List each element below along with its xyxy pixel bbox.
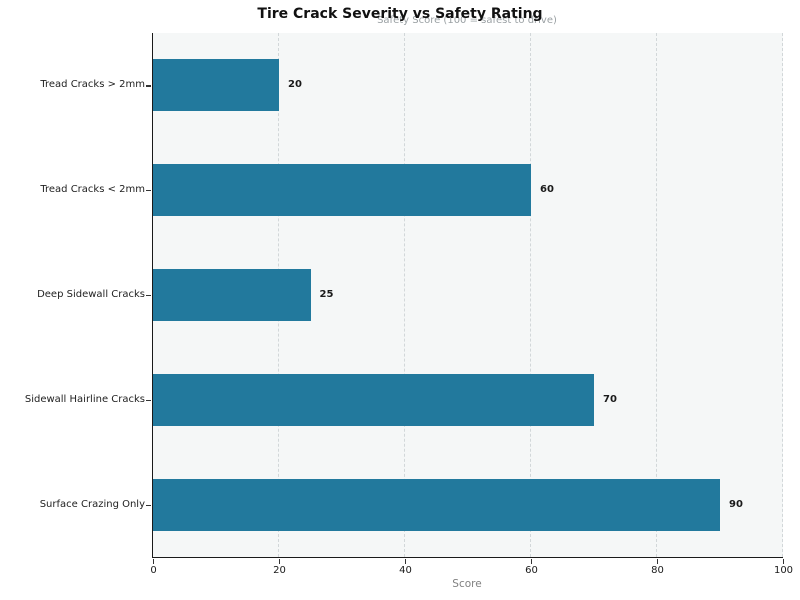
x-axis-title: Score xyxy=(452,578,482,590)
y-tick-label: Tread Cracks > 2mm xyxy=(40,79,145,91)
x-tick-mark xyxy=(278,559,281,564)
x-tick-label: 100 xyxy=(773,565,794,576)
bar-5 xyxy=(153,478,720,531)
x-tick-label: 80 xyxy=(651,565,664,576)
bar-1 xyxy=(153,59,279,112)
bar-value-label: 70 xyxy=(603,393,617,405)
bar-value-label: 60 xyxy=(540,184,554,196)
bar-value-label: 90 xyxy=(729,498,743,510)
plot-area: 20 60 25 70 90 xyxy=(152,33,783,558)
bar-3 xyxy=(153,269,311,321)
gridline-x-100 xyxy=(782,33,783,557)
bar-2 xyxy=(153,164,531,217)
bar-4 xyxy=(153,373,594,426)
y-tick-mark xyxy=(146,295,151,297)
gridline-x-60 xyxy=(530,33,531,557)
y-tick-mark xyxy=(146,190,151,192)
y-tick-mark xyxy=(146,399,151,401)
y-tick-label: Sidewall Hairline Cracks xyxy=(24,393,145,405)
x-tick-label: 60 xyxy=(525,565,538,576)
x-tick-mark xyxy=(782,559,785,564)
x-tick-mark xyxy=(530,559,533,564)
x-tick-mark xyxy=(404,559,407,564)
chart-subtitle: Safety Score (100 = safest to drive) xyxy=(377,15,557,26)
bar-value-label: 20 xyxy=(288,79,302,91)
y-tick-mark xyxy=(146,85,151,87)
gridline-x-80 xyxy=(656,33,657,557)
x-tick-mark xyxy=(152,559,155,564)
x-tick-label: 20 xyxy=(273,565,286,576)
bar-value-label: 25 xyxy=(319,289,334,300)
y-tick-label: Tread Cracks < 2mm xyxy=(40,184,145,196)
y-tick-label: Deep Sidewall Cracks xyxy=(37,289,145,300)
x-tick-label: 40 xyxy=(399,565,412,576)
chart-title: Tire Crack Severity vs Safety Rating xyxy=(257,6,543,22)
x-tick-label: 0 xyxy=(150,565,157,576)
gridline-x-40 xyxy=(404,33,405,557)
x-tick-mark xyxy=(656,559,659,564)
y-tick-label: Surface Crazing Only xyxy=(39,498,145,510)
y-tick-mark xyxy=(146,504,151,506)
